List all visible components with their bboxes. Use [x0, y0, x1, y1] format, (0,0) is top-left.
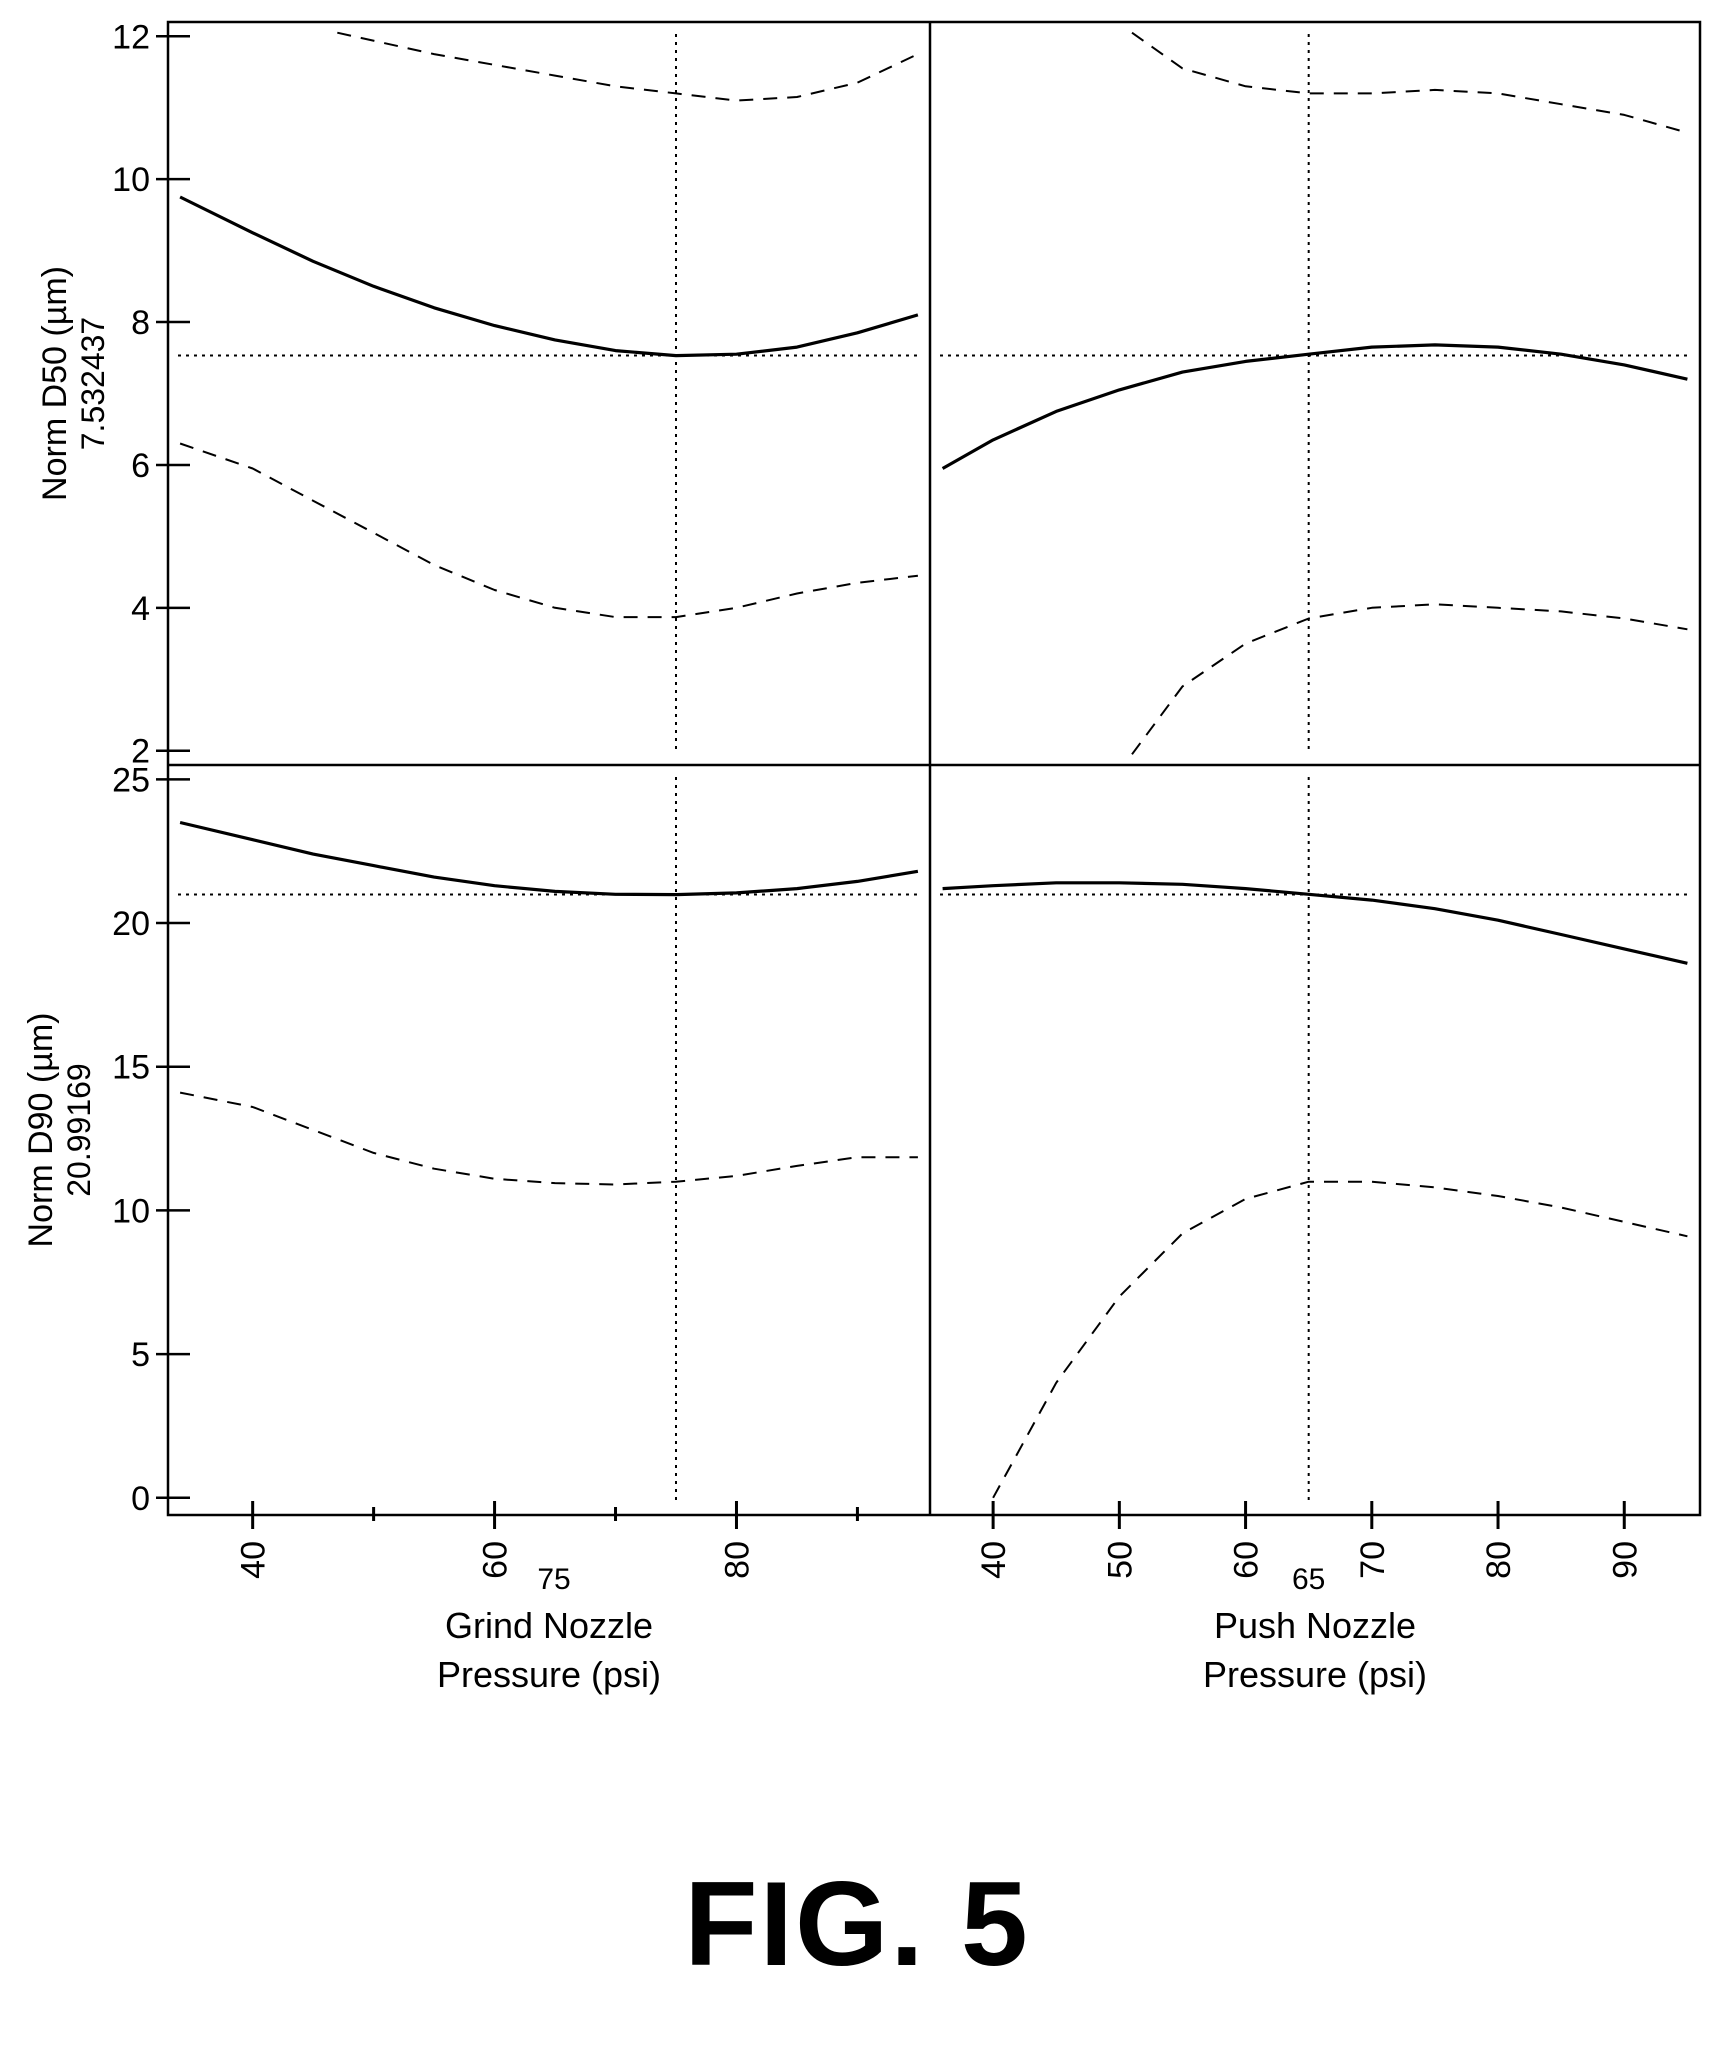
x-axis-push-nozzle: 40 50 60 70 80 90 65 Push Nozzle Pressure (psi) [975, 1501, 1644, 1695]
x-axis-title-line1: Push Nozzle [1214, 1605, 1416, 1646]
y-current-value: 7.532437 [75, 317, 111, 450]
x-tick-label: 40 [235, 1541, 273, 1579]
x-tick-label: 40 [975, 1541, 1013, 1579]
y-axis-title: Norm D90 (µm) [22, 1013, 60, 1248]
y-tick-label: 10 [112, 161, 150, 199]
x-axis-title-line2: Pressure (psi) [1203, 1654, 1427, 1695]
panel-plot-area [940, 777, 1688, 1503]
panel-d50-push [940, 31, 1688, 755]
x-tick-label: 80 [1480, 1541, 1518, 1579]
y-tick-label: 0 [131, 1480, 150, 1518]
y-axis-title: Norm D50 (µm) [36, 266, 74, 501]
x-tick-label: 90 [1606, 1541, 1644, 1579]
series-upper-ci-line [1131, 31, 1688, 134]
y-tick-label: 5 [131, 1336, 150, 1374]
y-axis-d90: 0 5 10 15 20 25 Norm D90 (µm) 20.99169 [22, 761, 190, 1518]
x-tick-label: 60 [477, 1541, 515, 1579]
y-tick-label: 6 [131, 447, 150, 485]
x-axis-grind-nozzle: 40 60 80 75 Grind Nozzle Pressure (psi) [235, 1501, 859, 1695]
y-axis-d50: 2 4 6 8 10 12 Norm D50 (µm) 7.532437 [36, 18, 190, 771]
y-tick-label: 8 [131, 304, 150, 342]
x-tick-label: 50 [1101, 1541, 1139, 1579]
y-tick-label: 25 [112, 761, 150, 799]
series-prediction-line [942, 881, 1688, 965]
y-tick-label: 2 [131, 733, 150, 771]
x-tick-label: 80 [718, 1541, 756, 1579]
y-tick-label: 12 [112, 18, 150, 56]
y-tick-label: 20 [112, 905, 150, 943]
y-tick-label: 4 [131, 590, 150, 628]
panel-plot-area [178, 31, 919, 753]
x-axis-title-line2: Pressure (psi) [437, 1654, 661, 1695]
x-current-value: 75 [537, 1563, 570, 1596]
figure-caption: FIG. 5 [684, 1857, 1030, 1991]
series-upper-ci-line [337, 31, 919, 102]
series-lower-ci-line [1131, 603, 1688, 755]
y-current-value: 20.99169 [61, 1063, 97, 1196]
y-tick-label: 15 [112, 1049, 150, 1087]
series-lower-ci-line [179, 442, 919, 619]
panel-d90-push [940, 777, 1688, 1503]
y-tick-label: 10 [112, 1192, 150, 1230]
series-prediction-line [179, 195, 919, 358]
series-prediction-line [941, 343, 1688, 470]
x-tick-label: 70 [1354, 1541, 1392, 1579]
panel-plot-area [178, 777, 919, 1503]
series-lower-ci-line [992, 1180, 1688, 1499]
panel-plot-area [940, 31, 1688, 755]
x-axis-title-line1: Grind Nozzle [445, 1605, 653, 1646]
grid-outer-border [166, 20, 1702, 1517]
series-prediction-line [179, 820, 919, 897]
panel-d50-grind [178, 31, 919, 753]
panel-d90-grind [178, 777, 919, 1503]
x-tick-label: 60 [1228, 1541, 1266, 1579]
x-current-value: 65 [1292, 1563, 1325, 1596]
series-lower-ci-line [179, 1091, 918, 1186]
